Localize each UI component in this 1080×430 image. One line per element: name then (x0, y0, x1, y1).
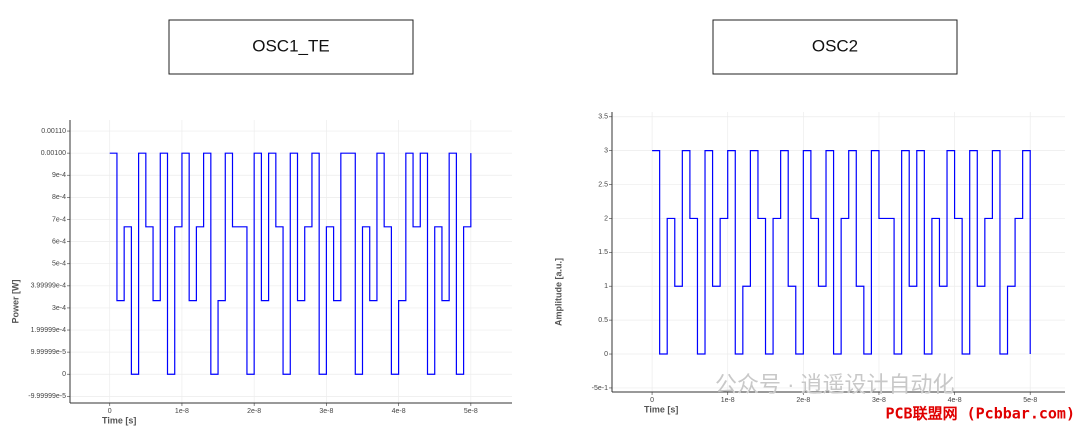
x-tick-label: 5e-8 (464, 408, 478, 415)
x-axis-label: Time [s] (644, 404, 678, 414)
y-axis-label: Amplitude [a.u.] (553, 258, 563, 326)
y-tick-label: 6e-4 (52, 238, 66, 245)
y-tick-label: 9e-4 (52, 172, 66, 179)
signal-line (652, 150, 1031, 355)
x-tick-label: 3e-8 (872, 397, 886, 404)
y-tick-label: 0.00110 (41, 128, 66, 135)
chart-title: OSC2 (812, 36, 858, 55)
x-tick-label: 4e-8 (948, 397, 962, 404)
chart-title: OSC1_TE (252, 36, 329, 55)
x-tick-label: 1e-8 (721, 397, 735, 404)
y-axis-label: Power [W] (10, 279, 20, 323)
x-tick-label: 2e-8 (247, 408, 261, 415)
watermark-text: 公众号 · 逍遥设计自动化 (715, 372, 955, 397)
y-tick-label: 0.00100 (41, 150, 66, 157)
y-tick-label: 3e-4 (52, 305, 66, 312)
x-tick-label: 3e-8 (319, 408, 333, 415)
y-tick-label: 1.5 (598, 249, 608, 256)
title-box (712, 19, 958, 75)
y-tick-label: 1.99999e-4 (31, 327, 67, 334)
x-tick-label: 0 (108, 408, 112, 415)
y-tick-label: 8e-4 (52, 194, 66, 201)
x-tick-label: 4e-8 (392, 408, 406, 415)
x-tick-label: 1e-8 (175, 408, 189, 415)
y-tick-label: -9.99999e-5 (28, 393, 66, 400)
y-tick-label: 0 (604, 351, 608, 358)
y-tick-label: 3 (604, 147, 608, 154)
y-tick-label: 0 (62, 371, 66, 378)
y-tick-label: -5e-1 (592, 385, 608, 392)
x-tick-label: 0 (650, 397, 654, 404)
signal-line (109, 152, 472, 375)
y-tick-label: 2 (604, 215, 608, 222)
x-axis-label: Time [s] (102, 415, 136, 425)
watermark-site: PCB联盟网 (Pcbbar.com) (886, 405, 1076, 423)
x-tick-label: 5e-8 (1023, 397, 1037, 404)
title-box (168, 19, 414, 75)
y-tick-label: 7e-4 (52, 216, 66, 223)
y-tick-label: 9.99999e-5 (31, 349, 67, 356)
x-tick-label: 2e-8 (796, 397, 810, 404)
y-tick-label: 2.5 (598, 181, 608, 188)
y-tick-label: 3.5 (598, 114, 608, 121)
y-tick-label: 5e-4 (52, 261, 66, 268)
y-tick-label: 1 (604, 283, 608, 290)
y-tick-label: 3.99999e-4 (31, 283, 67, 290)
y-tick-label: 0.5 (598, 317, 608, 324)
